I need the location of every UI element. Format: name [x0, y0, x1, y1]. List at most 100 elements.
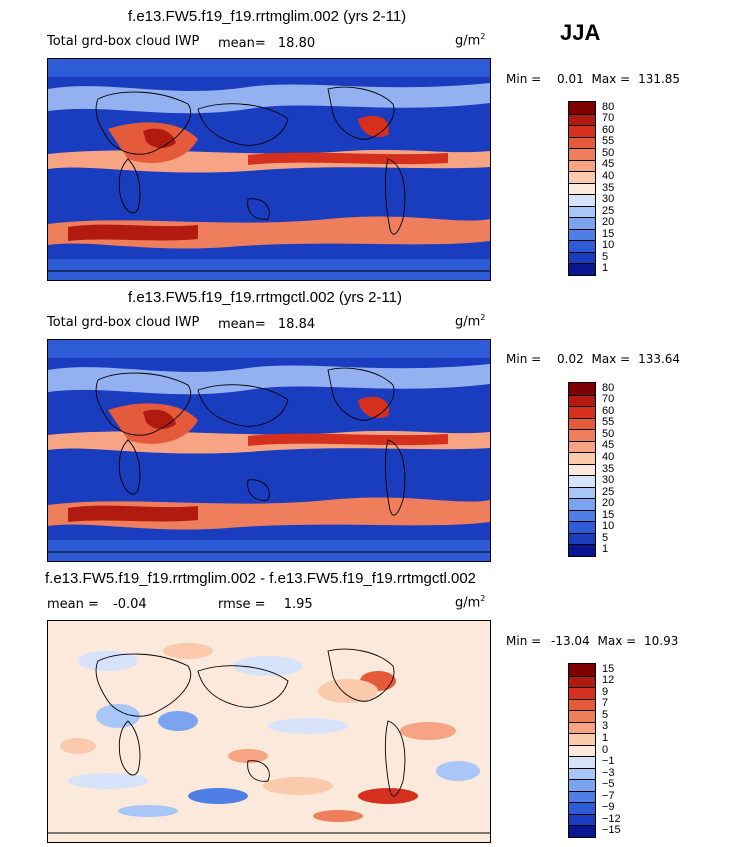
- colorbar-tick-label: 35: [602, 462, 615, 475]
- colorbar-tick-label: 55: [602, 416, 615, 429]
- colorbar-swatch: [569, 113, 595, 126]
- colorbar-swatch: [569, 486, 595, 499]
- panel2-mean: mean= 18.84: [218, 317, 315, 332]
- panel3-minmax: Min = -13.04 Max = 10.93: [506, 634, 678, 648]
- panel2-minmax: Min = 0.02 Max = 133.64: [506, 352, 680, 366]
- colorbar-tick-label: 25: [602, 204, 615, 217]
- panel1-mean-value: 18.80: [277, 36, 316, 51]
- panel1-mean-label: mean=: [218, 36, 266, 51]
- panel1-colorbar: [568, 101, 596, 276]
- colorbar-swatch: [569, 813, 595, 826]
- panel2-sh-storm-band: [48, 497, 490, 530]
- colorbar-swatch: [569, 440, 595, 453]
- panel3-units-sup: 2: [480, 594, 486, 603]
- colorbar-swatch: [569, 521, 595, 533]
- colorbar-swatch: [569, 417, 595, 430]
- colorbar-swatch: [569, 205, 595, 218]
- panel1-max-value: 131.85: [638, 72, 681, 86]
- colorbar-tick-label: −9: [602, 801, 615, 814]
- colorbar-tick-label: 40: [602, 450, 615, 463]
- panel2-map-svg: [48, 340, 490, 561]
- panel2-min-value: 0.02: [557, 352, 584, 366]
- panel3-units-text: g/m: [455, 595, 481, 611]
- panel2-itcz-core: [248, 433, 448, 446]
- colorbar-tick-label: 70: [602, 112, 615, 125]
- colorbar-swatch: [569, 463, 595, 476]
- panel3-map-svg: [48, 621, 490, 842]
- colorbar-tick-label: 80: [602, 100, 615, 113]
- panel2-mean-label: mean=: [218, 317, 266, 332]
- panel2-sh-core: [68, 505, 198, 522]
- panel3-colorbar-labels: 15 12 9 7 5 3 1 0 −1 −3 −5 −7 −9 −12 −15: [602, 663, 642, 836]
- colorbar-swatch: [569, 790, 595, 803]
- panel2-coastlines: [48, 367, 490, 553]
- colorbar-tick-label: 60: [602, 123, 615, 136]
- colorbar-tick-label: 3: [602, 720, 609, 733]
- colorbar-swatch: [569, 767, 595, 780]
- panel3-colorbar: [568, 663, 596, 838]
- panel1-colorbar-labels: 80 70 60 55 50 45 40 35 30 25 20 15 10 5 1: [602, 101, 642, 274]
- colorbar-swatch: [569, 687, 595, 699]
- panel1-sh-core: [68, 224, 198, 241]
- colorbar-swatch: [569, 721, 595, 734]
- panel2-colorbar-labels: 80 70 60 55 50 45 40 35 30 25 20 15 10 5 1: [602, 382, 642, 555]
- panel1-arctic-band: [48, 59, 490, 77]
- colorbar-tick-label: 35: [602, 181, 615, 194]
- colorbar-tick-label: 9: [602, 685, 609, 698]
- panel3-rmse-value: 1.95: [283, 597, 313, 612]
- panel1-coastlines: [48, 86, 490, 272]
- colorbar-tick-label: −12: [602, 812, 621, 825]
- panel3-rmse: rmse = 1.95: [218, 597, 313, 612]
- colorbar-swatch: [569, 509, 595, 522]
- colorbar-tick-label: 12: [602, 674, 615, 687]
- colorbar-swatch: [569, 148, 595, 160]
- colorbar-swatch: [569, 182, 595, 195]
- colorbar-tick-label: 25: [602, 485, 615, 498]
- colorbar-swatch: [569, 675, 595, 688]
- panel1-sh-storm-band: [48, 216, 490, 249]
- colorbar-swatch: [569, 698, 595, 711]
- colorbar-tick-label: 45: [602, 439, 615, 452]
- panel3-coastlines: [48, 648, 490, 834]
- colorbar-swatch: [569, 251, 595, 264]
- colorbar-swatch: [569, 102, 595, 114]
- colorbar-swatch: [569, 733, 595, 745]
- colorbar-tick-label: 20: [602, 497, 615, 510]
- colorbar-tick-label: 45: [602, 158, 615, 171]
- colorbar-swatch: [569, 802, 595, 814]
- season-label: JJA: [560, 20, 601, 45]
- panel1-units-text: g/m: [455, 33, 481, 49]
- panel2-antarctic-band: [48, 540, 490, 561]
- colorbar-tick-label: 5: [602, 708, 609, 721]
- panel2-variable: Total grd-box cloud IWP: [47, 315, 200, 330]
- panel3-units: g/m2: [455, 594, 485, 610]
- panel2-units-sup: 2: [480, 313, 486, 322]
- colorbar-tick-label: 30: [602, 474, 615, 487]
- colorbar-tick-label: 7: [602, 697, 609, 710]
- colorbar-tick-label: −3: [602, 766, 615, 779]
- panel2-map: [47, 339, 491, 562]
- colorbar-swatch: [569, 664, 595, 676]
- colorbar-swatch: [569, 756, 595, 768]
- colorbar-swatch: [569, 744, 595, 757]
- colorbar-swatch: [569, 159, 595, 172]
- panel3-title: f.e13.FW5.f19_f19.rrtmglim.002 - f.e13.F…: [45, 570, 477, 587]
- colorbar-tick-label: 15: [602, 508, 615, 521]
- colorbar-swatch: [569, 452, 595, 464]
- panel1-antarctic-band: [48, 259, 490, 280]
- colorbar-tick-label: 5: [602, 250, 609, 263]
- panel1-nh-storm-band: [48, 83, 490, 114]
- colorbar-tick-label: 15: [602, 227, 615, 240]
- colorbar-tick-label: 1: [602, 262, 609, 275]
- colorbar-tick-label: −15: [602, 824, 621, 837]
- panel1-min-value: 0.01: [557, 72, 584, 86]
- colorbar-tick-label: 60: [602, 404, 615, 417]
- panel2-units-text: g/m: [455, 314, 481, 330]
- panel3-min-value: -13.04: [551, 634, 590, 648]
- colorbar-swatch: [569, 171, 595, 183]
- colorbar-tick-label: 55: [602, 135, 615, 148]
- panel1-map: [47, 58, 491, 281]
- colorbar-swatch: [569, 532, 595, 545]
- colorbar-tick-label: −5: [602, 778, 615, 791]
- panel2-nh-storm-band: [48, 364, 490, 395]
